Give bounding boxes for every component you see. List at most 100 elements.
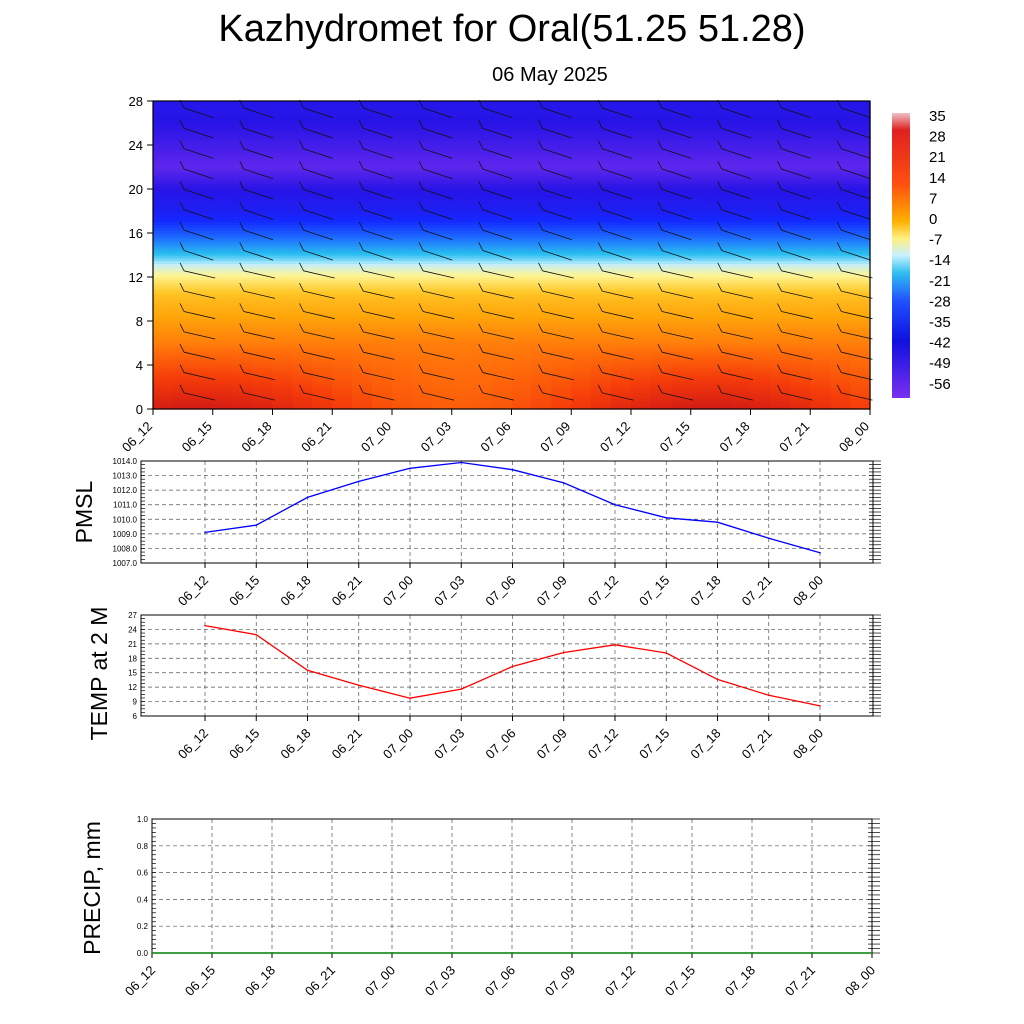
heatmap-cell	[551, 158, 572, 163]
heatmap-cell	[631, 345, 652, 350]
heatmap-cell	[850, 186, 871, 190]
heatmap-cell	[531, 205, 552, 209]
heatmap-cell	[670, 233, 692, 237]
heatmap-cell	[551, 150, 572, 154]
wind-barb	[781, 209, 811, 220]
heatmap-cell	[232, 219, 254, 223]
y-tick-label: 16	[129, 226, 143, 241]
y-tick-label: 20	[129, 182, 143, 197]
wind-barb-flag	[717, 384, 723, 394]
heatmap-cell	[551, 161, 572, 165]
heatmap-cell	[790, 290, 811, 295]
heatmap-cell	[212, 147, 234, 152]
data-point	[409, 467, 411, 470]
heatmap-cell	[790, 145, 811, 149]
heatmap-cell	[770, 109, 791, 113]
heatmap-cell	[710, 387, 732, 391]
heatmap-cell	[790, 139, 811, 143]
heatmap-cell	[431, 398, 453, 402]
heatmap-cell	[790, 343, 811, 347]
heatmap-cell	[491, 147, 513, 152]
heatmap-cell	[212, 299, 234, 303]
heatmap-cell	[491, 134, 513, 138]
heatmap-cell	[431, 274, 453, 278]
heatmap-cell	[252, 398, 274, 402]
heatmap-cell	[850, 139, 871, 143]
heatmap-cell	[710, 312, 732, 317]
heatmap-cell	[332, 211, 353, 215]
heatmap-cell	[591, 213, 612, 218]
heatmap-cell	[411, 161, 433, 165]
heatmap-cell	[252, 246, 274, 251]
heatmap-cell	[551, 301, 572, 306]
heatmap-cell	[153, 246, 174, 251]
heatmap-cell	[212, 222, 234, 226]
heatmap-cell	[631, 321, 652, 325]
heatmap-cell	[491, 189, 513, 193]
heatmap-cell	[511, 156, 533, 160]
heatmap-cell	[571, 134, 592, 138]
heatmap-cell	[372, 131, 393, 135]
heatmap-cell	[153, 370, 174, 374]
heatmap-cell	[810, 112, 831, 116]
wind-barb	[482, 107, 513, 119]
heatmap-cell	[810, 406, 831, 410]
heatmap-cell	[830, 271, 851, 275]
heatmap-cell	[471, 117, 493, 121]
wind-barb	[183, 148, 214, 159]
heatmap-cell	[611, 186, 632, 190]
heatmap-cell	[511, 145, 533, 149]
wind-barb	[303, 250, 333, 261]
heatmap-cell	[591, 406, 612, 410]
heatmap-cell	[411, 354, 433, 358]
heatmap-cell	[591, 194, 612, 198]
heatmap-cell	[272, 296, 294, 300]
heatmap-cell	[232, 326, 254, 330]
heatmap-cell	[212, 180, 234, 185]
heatmap-cell	[511, 112, 533, 116]
heatmap-cell	[511, 109, 533, 113]
heatmap-cell	[650, 359, 672, 363]
heatmap-cell	[750, 266, 772, 270]
heatmap-cell	[352, 301, 373, 306]
heatmap-cell	[232, 147, 254, 152]
heatmap-cell	[611, 161, 632, 165]
heatmap-cell	[411, 147, 433, 152]
heatmap-cell	[431, 373, 453, 377]
heatmap-cell	[750, 224, 772, 229]
heatmap-cell	[451, 202, 473, 207]
heatmap-cell	[352, 156, 373, 160]
heatmap-cell	[650, 376, 672, 380]
heatmap-cell	[710, 205, 732, 209]
heatmap-cell	[591, 271, 612, 275]
heatmap-cell	[352, 194, 373, 198]
heatmap-cell	[611, 392, 632, 396]
heatmap-cell	[571, 178, 592, 182]
heatmap-cell	[770, 211, 791, 215]
heatmap-cell	[411, 376, 433, 380]
heatmap-cell	[571, 318, 592, 322]
heatmap-cell	[352, 398, 373, 402]
heatmap-cell	[392, 180, 413, 185]
heatmap-cell	[332, 208, 353, 212]
heatmap-cell	[451, 257, 473, 262]
heatmap-cell	[690, 183, 712, 187]
heatmap-cell	[730, 348, 752, 352]
heatmap-cell	[631, 183, 652, 187]
heatmap-cell	[292, 403, 313, 407]
heatmap-cell	[451, 381, 473, 385]
heatmap-cell	[810, 186, 831, 190]
heatmap-cell	[252, 290, 274, 295]
heatmap-cell	[372, 343, 393, 347]
heatmap-cell	[790, 362, 811, 366]
heatmap-cell	[252, 260, 274, 264]
wind-barb	[661, 209, 692, 220]
heatmap-cell	[650, 241, 672, 245]
heatmap-cell	[252, 354, 274, 358]
heatmap-cell	[670, 112, 692, 116]
heatmap-cell	[232, 301, 254, 306]
heatmap-cell	[153, 332, 174, 336]
heatmap-cell	[172, 312, 194, 317]
heatmap-cell	[750, 387, 772, 391]
heatmap-cell	[710, 334, 732, 339]
